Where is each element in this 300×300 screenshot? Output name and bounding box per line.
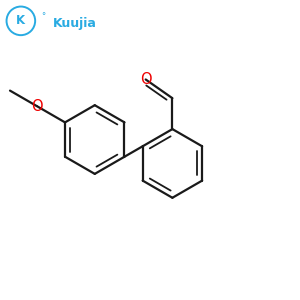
Text: O: O <box>31 99 43 114</box>
Text: O: O <box>140 72 152 87</box>
Text: °: ° <box>41 12 45 21</box>
Text: Kuujia: Kuujia <box>53 17 97 30</box>
